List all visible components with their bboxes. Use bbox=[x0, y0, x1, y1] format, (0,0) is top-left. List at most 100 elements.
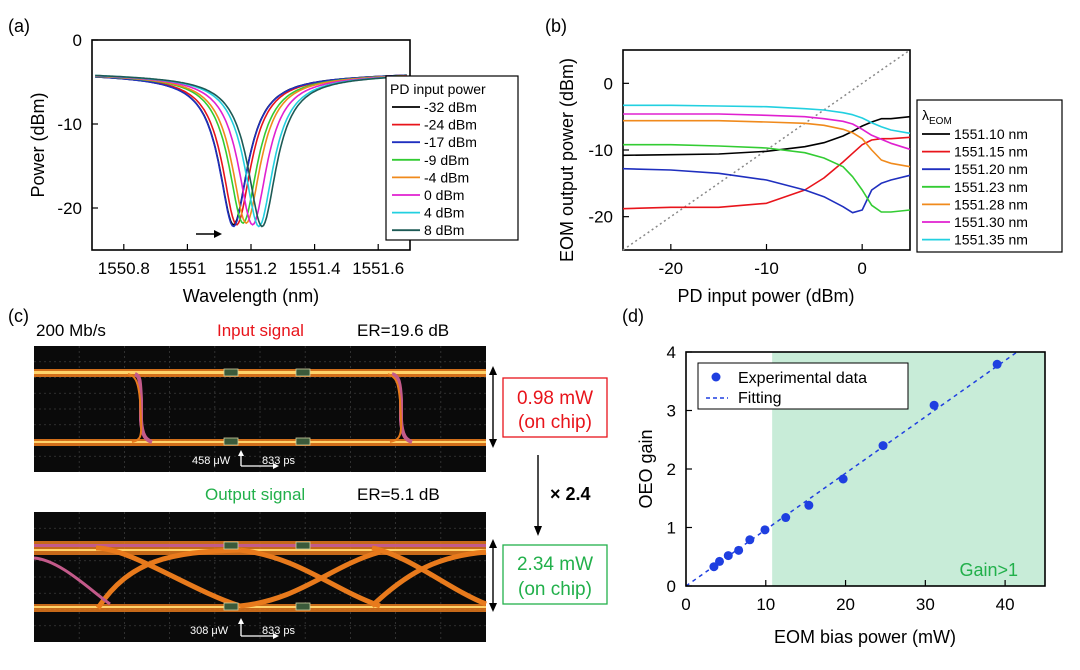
bitrate-label: 200 Mb/s bbox=[36, 321, 106, 340]
input-signal-title: Input signal bbox=[217, 321, 304, 340]
panel-b-xtick-label: -10 bbox=[754, 259, 779, 278]
panel-b-xtick-label: -20 bbox=[659, 259, 684, 278]
output-signal-title: Output signal bbox=[205, 485, 305, 504]
panel-a-legend-label: 0 dBm bbox=[424, 187, 464, 203]
panel-a-legend-label: -17 dBm bbox=[424, 134, 477, 150]
panel-a-legend-label: -32 dBm bbox=[424, 99, 477, 115]
panel-a-legend-label: -4 dBm bbox=[424, 169, 469, 185]
panel-b-legend-label: 1551.30 nm bbox=[954, 214, 1028, 230]
panel-b-label: (b) bbox=[545, 16, 567, 36]
input-time-scale: 833 ps bbox=[262, 455, 296, 467]
panel-a-ytick-label: -10 bbox=[57, 115, 82, 134]
panel-b-curves bbox=[622, 49, 911, 251]
output-er-label: ER=5.1 dB bbox=[357, 485, 440, 504]
panel-b-legend-label: 1551.28 nm bbox=[954, 196, 1028, 212]
panel-d-plot: 0 10 20 30 40 0 1 2 3 4 Gain>1 EOM bias power (mW… bbox=[636, 343, 1046, 647]
panel-a-xtick-label: 1551.4 bbox=[289, 259, 341, 278]
gain-label: × 2.4 bbox=[550, 484, 591, 504]
output-fall-1 bbox=[95, 545, 241, 609]
panel-a-xtick-label: 1551 bbox=[168, 259, 206, 278]
panel-a-legend-label: -9 dBm bbox=[424, 152, 469, 168]
input-arrow-up bbox=[489, 366, 497, 375]
panel-d-ticks: 0 10 20 30 40 0 1 2 3 4 bbox=[667, 343, 1015, 614]
panel-b-ytick-label: 0 bbox=[604, 74, 613, 93]
output-high-level-core bbox=[34, 549, 486, 551]
panel-b-xlabel: PD input power (dBm) bbox=[677, 286, 854, 306]
panel-a-series-line bbox=[95, 74, 407, 228]
panel-b-legend-box bbox=[916, 99, 1063, 253]
input-high-level-core bbox=[34, 371, 486, 374]
output-arrow-down bbox=[489, 603, 497, 612]
legend-label-experimental: Experimental data bbox=[738, 370, 867, 387]
output-eye-diagram: 308 μW 833 ps bbox=[33, 512, 487, 642]
output-power-value: 2.34 mW bbox=[517, 554, 593, 575]
panel-d-ytick-label: 3 bbox=[667, 402, 676, 421]
panel-a-xtick-label: 1551.6 bbox=[352, 259, 404, 278]
input-amp-arrowhead bbox=[238, 450, 244, 456]
panel-b-series-line bbox=[623, 104, 911, 135]
panel-b-series-line bbox=[622, 115, 911, 157]
panel-b-legend-title: λEOM bbox=[922, 107, 952, 127]
panel-a-axes-frame bbox=[91, 39, 411, 251]
output-marker-2 bbox=[295, 541, 311, 550]
panel-d-data-point bbox=[781, 513, 791, 523]
input-power-box bbox=[502, 377, 608, 438]
panel-d-ytick-label: 4 bbox=[667, 343, 676, 362]
input-eye-diagram: 458 μW 833 ps bbox=[34, 346, 486, 472]
panel-d-ylabel: OEO gain bbox=[636, 429, 656, 508]
panel-d-xtick-label: 0 bbox=[681, 595, 690, 614]
legend-marker-experimental bbox=[711, 372, 721, 382]
panel-d-data-point bbox=[745, 535, 755, 545]
panel-b-legend-label: 1551.20 nm bbox=[954, 161, 1028, 177]
panel-d-data-point bbox=[760, 525, 770, 535]
panel-b-ylabel: EOM output power (dBm) bbox=[557, 58, 577, 262]
panel-a-ylabel: Power (dBm) bbox=[28, 92, 48, 197]
panel-c-label: (c) bbox=[8, 306, 29, 326]
output-marker-3 bbox=[223, 602, 239, 611]
panel-d-ytick-label: 0 bbox=[667, 577, 676, 596]
input-arrow-down bbox=[489, 439, 497, 448]
panel-b-series-line bbox=[623, 119, 911, 168]
output-fall-0 bbox=[33, 556, 111, 606]
panel-d-ytick-label: 1 bbox=[667, 519, 676, 538]
output-power-box bbox=[502, 544, 608, 605]
output-low-level-core bbox=[34, 606, 486, 608]
input-low-level-core bbox=[34, 441, 486, 443]
output-rise-2 bbox=[239, 549, 381, 609]
panel-a-legend-label: 8 dBm bbox=[424, 222, 464, 238]
panel-b-legend-label: 1551.10 nm bbox=[954, 126, 1028, 142]
output-rise-1 bbox=[95, 547, 241, 610]
output-marker-1 bbox=[223, 541, 239, 550]
panel-d-data-point bbox=[929, 400, 939, 410]
input-power-note: (on chip) bbox=[518, 412, 592, 433]
panel-a-shift-arrowhead bbox=[214, 230, 222, 238]
panel-d-data-point bbox=[992, 359, 1002, 369]
panel-b-legend-label: 1551.23 nm bbox=[954, 179, 1028, 195]
input-edge-2b bbox=[387, 373, 403, 443]
panel-b-xtick-label: 0 bbox=[857, 259, 866, 278]
input-edge-1b bbox=[127, 373, 143, 443]
panel-a-legend-label: 4 dBm bbox=[424, 205, 464, 221]
output-time-arrowhead bbox=[273, 633, 279, 639]
panel-d-label: (d) bbox=[622, 306, 644, 326]
panel-b-ticks: -20 -10 0 0 -10 -20 bbox=[588, 74, 866, 278]
panel-d-data-point bbox=[715, 556, 725, 566]
legend-label-fitting: Fitting bbox=[738, 390, 782, 407]
output-amp-arrowhead bbox=[238, 618, 244, 624]
panel-b-series-line bbox=[623, 113, 911, 151]
panel-d-xtick-label: 40 bbox=[996, 595, 1015, 614]
panel-d-data-point bbox=[838, 474, 848, 484]
panel-d-legend-box bbox=[697, 362, 909, 410]
panel-a-ticks: 1550.8 1551 1551.2 1551.4 1551.6 0 -10 -20 bbox=[57, 31, 404, 278]
input-power-value: 0.98 mW bbox=[517, 388, 593, 409]
input-amp-scale: 458 μW bbox=[192, 455, 231, 467]
output-time-scale: 833 ps bbox=[262, 625, 296, 637]
output-fall-2 bbox=[239, 547, 381, 609]
panel-d-xlabel: EOM bias power (mW) bbox=[774, 627, 956, 647]
panel-b-plot: -20 -10 0 0 -10 -20 PD input power (dBm) EOM … bbox=[557, 49, 1063, 306]
input-er-label: ER=19.6 dB bbox=[357, 321, 449, 340]
panel-d-axes-frame bbox=[685, 351, 1046, 587]
panel-d-data-point bbox=[734, 545, 744, 555]
panel-a-plot: 1550.8 1551 1551.2 1551.4 1551.6 0 -10 -20 Wave… bbox=[28, 31, 519, 306]
